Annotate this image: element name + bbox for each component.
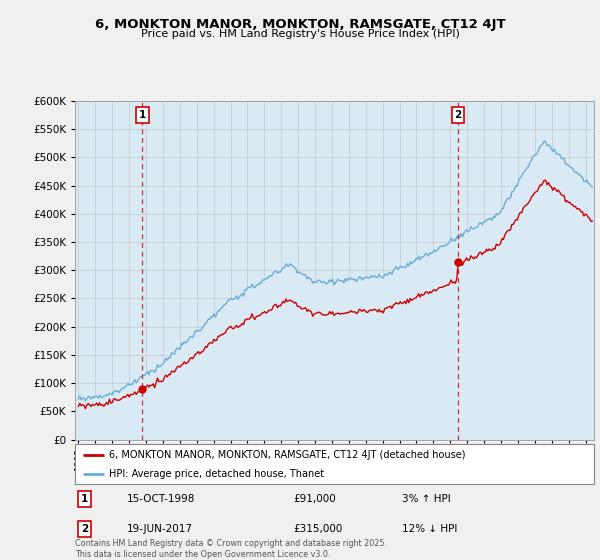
Text: 19-JUN-2017: 19-JUN-2017 [127, 524, 193, 534]
Text: 2: 2 [455, 110, 462, 120]
Text: 1: 1 [81, 494, 88, 504]
Text: 15-OCT-1998: 15-OCT-1998 [127, 494, 195, 504]
Text: 2: 2 [81, 524, 88, 534]
Text: HPI: Average price, detached house, Thanet: HPI: Average price, detached house, Than… [109, 469, 324, 479]
Text: 1: 1 [139, 110, 146, 120]
Text: Price paid vs. HM Land Registry's House Price Index (HPI): Price paid vs. HM Land Registry's House … [140, 29, 460, 39]
Text: 6, MONKTON MANOR, MONKTON, RAMSGATE, CT12 4JT (detached house): 6, MONKTON MANOR, MONKTON, RAMSGATE, CT1… [109, 450, 465, 460]
Text: 3% ↑ HPI: 3% ↑ HPI [402, 494, 451, 504]
Text: Contains HM Land Registry data © Crown copyright and database right 2025.
This d: Contains HM Land Registry data © Crown c… [75, 539, 387, 559]
Text: £315,000: £315,000 [293, 524, 343, 534]
Text: £91,000: £91,000 [293, 494, 336, 504]
Text: 12% ↓ HPI: 12% ↓ HPI [402, 524, 457, 534]
Text: 6, MONKTON MANOR, MONKTON, RAMSGATE, CT12 4JT: 6, MONKTON MANOR, MONKTON, RAMSGATE, CT1… [95, 18, 505, 31]
